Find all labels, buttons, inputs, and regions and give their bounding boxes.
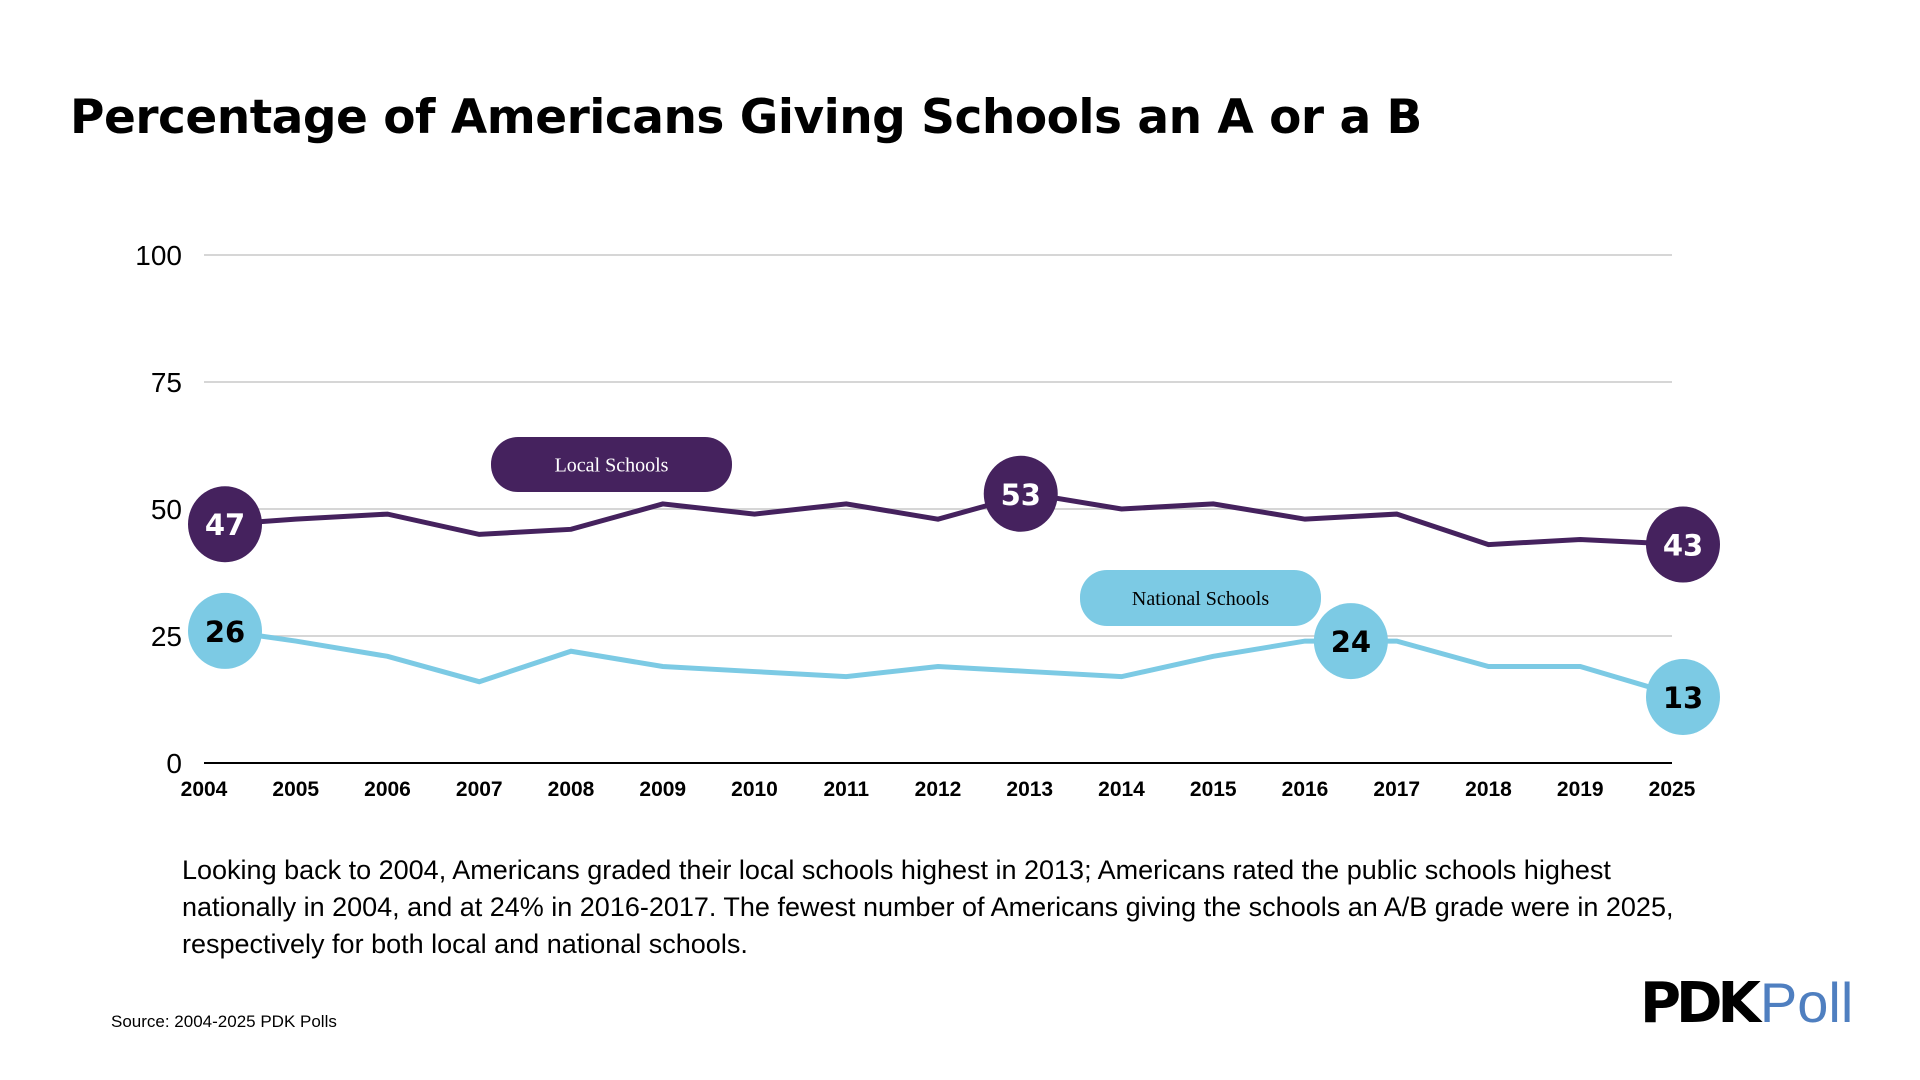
series-label-local: Local Schools <box>491 437 732 492</box>
x-tick-label: 2013 <box>1006 778 1053 801</box>
data-label: 43 <box>1663 529 1703 563</box>
data-label-bubble: 26 <box>188 592 262 669</box>
data-label-bubble: 24 <box>1313 603 1388 680</box>
x-tick-label: 2014 <box>1098 778 1145 801</box>
series-line-national <box>224 628 1684 700</box>
y-axis-ticks: 0 25 50 75 100 <box>135 240 182 779</box>
series-label-national: National Schools <box>1080 570 1321 626</box>
x-tick-label: 2005 <box>272 778 319 801</box>
data-label-bubble: 53 <box>983 455 1058 532</box>
gridlines <box>204 254 1672 764</box>
x-tick-label: 2016 <box>1282 778 1329 801</box>
series-legend-labels: Local Schools National Schools <box>491 437 1321 626</box>
x-tick-label: 2015 <box>1190 778 1237 801</box>
series-label-pill <box>491 437 732 492</box>
chart-description: Looking back to 2004, Americans graded t… <box>182 855 1674 959</box>
data-label-circle <box>188 486 262 563</box>
data-label-circle <box>1313 603 1388 680</box>
data-label-circle <box>1646 658 1720 735</box>
data-label: 53 <box>1001 478 1041 512</box>
x-tick-label: 2004 <box>181 778 228 801</box>
x-tick-label: 2011 <box>823 778 869 801</box>
series-label-pill <box>1080 570 1321 626</box>
chart-title: Percentage of Americans Giving Schools a… <box>70 90 1422 145</box>
series-label-text: Local Schools <box>555 455 669 477</box>
series-lines <box>224 491 1684 700</box>
data-label: 26 <box>205 615 245 649</box>
series-label-text: National Schools <box>1132 588 1269 610</box>
x-axis-ticks: 2004 2005 2006 2007 2008 2009 2010 2011 2012 2013… <box>181 778 1696 801</box>
x-tick-label: 2019 <box>1557 778 1604 801</box>
y-tick-label: 100 <box>135 240 182 271</box>
x-tick-label: 2012 <box>915 778 962 801</box>
data-label-circle <box>983 455 1058 532</box>
series-line-local <box>224 491 1684 548</box>
data-label-circle <box>188 592 262 669</box>
x-tick-label: 2008 <box>548 778 595 801</box>
data-label-bubble: 13 <box>1646 658 1720 735</box>
data-label-bubble: 43 <box>1646 506 1720 583</box>
y-tick-label: 50 <box>151 494 182 525</box>
x-tick-label: 2007 <box>456 778 503 801</box>
y-tick-label: 25 <box>151 621 182 652</box>
x-tick-label: 2010 <box>731 778 778 801</box>
pdk-poll-logo: PDKPoll <box>1640 975 1853 1032</box>
logo-pdk: PDK <box>1640 971 1761 1036</box>
x-tick-label: 2025 <box>1649 778 1696 801</box>
highlight-bubbles: 47 53 43 26 24 13 <box>188 455 1720 735</box>
data-label: 24 <box>1331 625 1371 659</box>
data-label-bubble: 47 <box>188 486 262 563</box>
y-tick-label: 75 <box>151 367 182 398</box>
data-label: 47 <box>205 508 245 542</box>
logo-poll: Poll <box>1759 971 1854 1034</box>
data-label-circle <box>1646 506 1720 583</box>
y-tick-label: 0 <box>166 748 182 779</box>
source-note: Source: 2004-2025 PDK Polls <box>111 1012 337 1031</box>
x-tick-label: 2006 <box>364 778 411 801</box>
x-tick-label: 2009 <box>639 778 686 801</box>
x-tick-label: 2018 <box>1465 778 1512 801</box>
x-tick-label: 2017 <box>1373 778 1420 801</box>
data-label: 13 <box>1663 681 1703 715</box>
